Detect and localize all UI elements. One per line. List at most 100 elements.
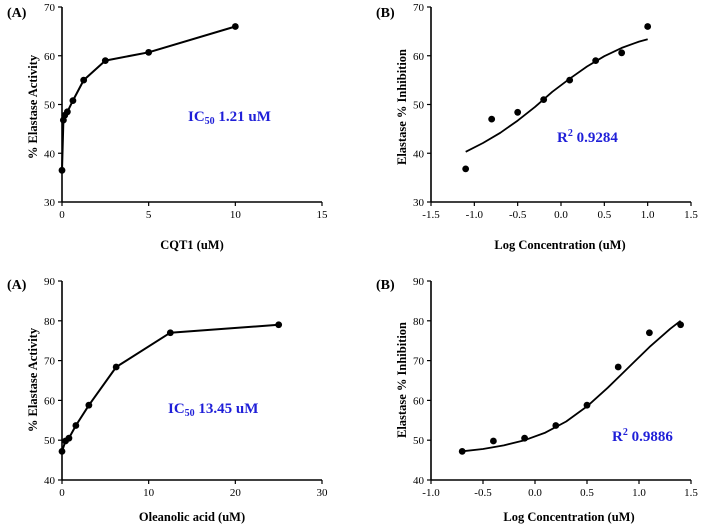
data-point (644, 23, 652, 30)
x-tick-label: 0 (59, 487, 65, 499)
y-tick-label: 60 (413, 395, 425, 407)
y-tick-label: 90 (413, 276, 425, 288)
y-tick-label: 70 (44, 356, 56, 368)
annotation-value: 1.21 uM (215, 109, 271, 125)
x-tick-label: 30 (317, 487, 329, 499)
y-tick-label: 60 (44, 395, 56, 407)
data-point (614, 363, 622, 371)
data-point (58, 447, 66, 455)
y-tick-label: 30 (413, 197, 425, 209)
x-tick-label: 1.0 (632, 487, 646, 499)
chart-panel-top-left: (A) CQT1 (uM) % Elastase Activity IC50 1… (7, 2, 328, 252)
data-point (462, 165, 470, 173)
x-tick-label: 15 (317, 209, 329, 221)
x-tick-label: 0.0 (554, 209, 568, 221)
data-point (58, 166, 66, 174)
data-point (80, 76, 88, 84)
x-tick-label: -1.5 (422, 209, 440, 221)
y-axis-label: % Elastase Activity (26, 54, 40, 159)
x-tick-label: 0.5 (580, 487, 594, 499)
x-tick-label: 5 (146, 209, 152, 221)
x-tick-label: -0.5 (509, 209, 527, 221)
y-axis-label: % Elastase Activity (26, 327, 40, 432)
ic50-annotation: IC50 1.21 uM (188, 109, 271, 127)
annotation-subscript: 50 (205, 116, 215, 127)
y-tick-label: 50 (44, 100, 56, 112)
y-tick-label: 40 (44, 475, 56, 487)
chart-panel-top-right: (B) Log Concentration (uM) Elastase % In… (376, 2, 698, 252)
panel-label: (B) (376, 278, 395, 293)
annotation-prefix: IC (188, 109, 205, 125)
data-point (63, 108, 71, 116)
series-line (61, 25, 236, 171)
data-point (231, 23, 239, 30)
data-point (145, 48, 153, 56)
series-line (61, 323, 279, 452)
annotation-value: 0.9284 (573, 130, 619, 146)
chart-panel-bottom-left: (A) Oleanolic acid (uM) % Elastase Activ… (7, 276, 328, 524)
x-axis-label: Log Concentration (uM) (494, 238, 625, 252)
y-tick-label: 80 (44, 316, 56, 328)
panel-label: (B) (376, 6, 395, 21)
data-point (275, 321, 283, 329)
annotation-superscript: 2 (568, 128, 573, 139)
panel-label: (A) (7, 278, 27, 293)
x-tick-label: -1.0 (422, 487, 440, 499)
annotation-superscript: 2 (623, 427, 628, 438)
data-point (490, 437, 497, 445)
data-point (618, 49, 626, 57)
y-tick-label: 40 (413, 475, 425, 487)
y-tick-label: 50 (44, 435, 56, 447)
panel-label: (A) (7, 6, 27, 21)
data-point (112, 363, 120, 371)
x-axis-label: Log Concentration (uM) (503, 510, 634, 524)
y-tick-label: 70 (44, 2, 56, 14)
data-point (514, 108, 522, 116)
x-tick-label: -0.5 (474, 487, 492, 499)
x-tick-label: 1.0 (641, 209, 655, 221)
chart-panel-bottom-right: (B) Log Concentration (uM) Elastase % In… (376, 276, 698, 524)
x-tick-label: 10 (143, 487, 155, 499)
data-point (488, 115, 496, 123)
y-tick-label: 70 (413, 356, 425, 368)
y-tick-label: 60 (413, 51, 425, 63)
data-point (166, 329, 174, 337)
data-point (85, 401, 93, 409)
x-axis-label: Oleanolic acid (uM) (139, 510, 245, 524)
x-tick-label: -1.0 (466, 209, 484, 221)
y-tick-label: 80 (413, 316, 425, 328)
data-point (72, 422, 80, 429)
annotation-prefix: IC (168, 401, 185, 417)
x-tick-label: 1.5 (684, 487, 698, 499)
x-tick-label: 20 (230, 487, 242, 499)
data-point (101, 57, 109, 65)
r-squared-annotation: R2 0.9886 (612, 427, 673, 445)
y-axis-label: Elastase % Inhibition (395, 322, 409, 438)
x-tick-label: 1.5 (684, 209, 698, 221)
x-tick-label: 0 (59, 209, 65, 221)
y-tick-label: 40 (413, 148, 425, 160)
data-point (65, 434, 73, 442)
fit-curve (462, 320, 682, 453)
x-tick-label: 0.5 (597, 209, 611, 221)
y-tick-label: 70 (413, 2, 425, 14)
x-axis-label: CQT1 (uM) (160, 238, 224, 252)
ic50-annotation: IC50 13.45 uM (168, 401, 258, 419)
annotation-prefix: R (557, 130, 568, 146)
y-tick-label: 50 (413, 435, 425, 447)
x-tick-label: 0.0 (528, 487, 542, 499)
annotation-value: 0.9886 (628, 429, 674, 445)
y-tick-label: 50 (413, 100, 425, 112)
data-point (69, 97, 77, 104)
data-point (646, 329, 653, 337)
y-axis-label: Elastase % Inhibition (395, 49, 409, 165)
x-tick-label: 10 (230, 209, 242, 221)
annotation-value: 13.45 uM (195, 401, 259, 417)
annotation-prefix: R (612, 429, 623, 445)
data-point (458, 447, 466, 455)
y-tick-label: 30 (44, 197, 56, 209)
fit-curve (465, 38, 648, 153)
y-tick-label: 60 (44, 51, 56, 63)
y-tick-label: 90 (44, 276, 56, 288)
